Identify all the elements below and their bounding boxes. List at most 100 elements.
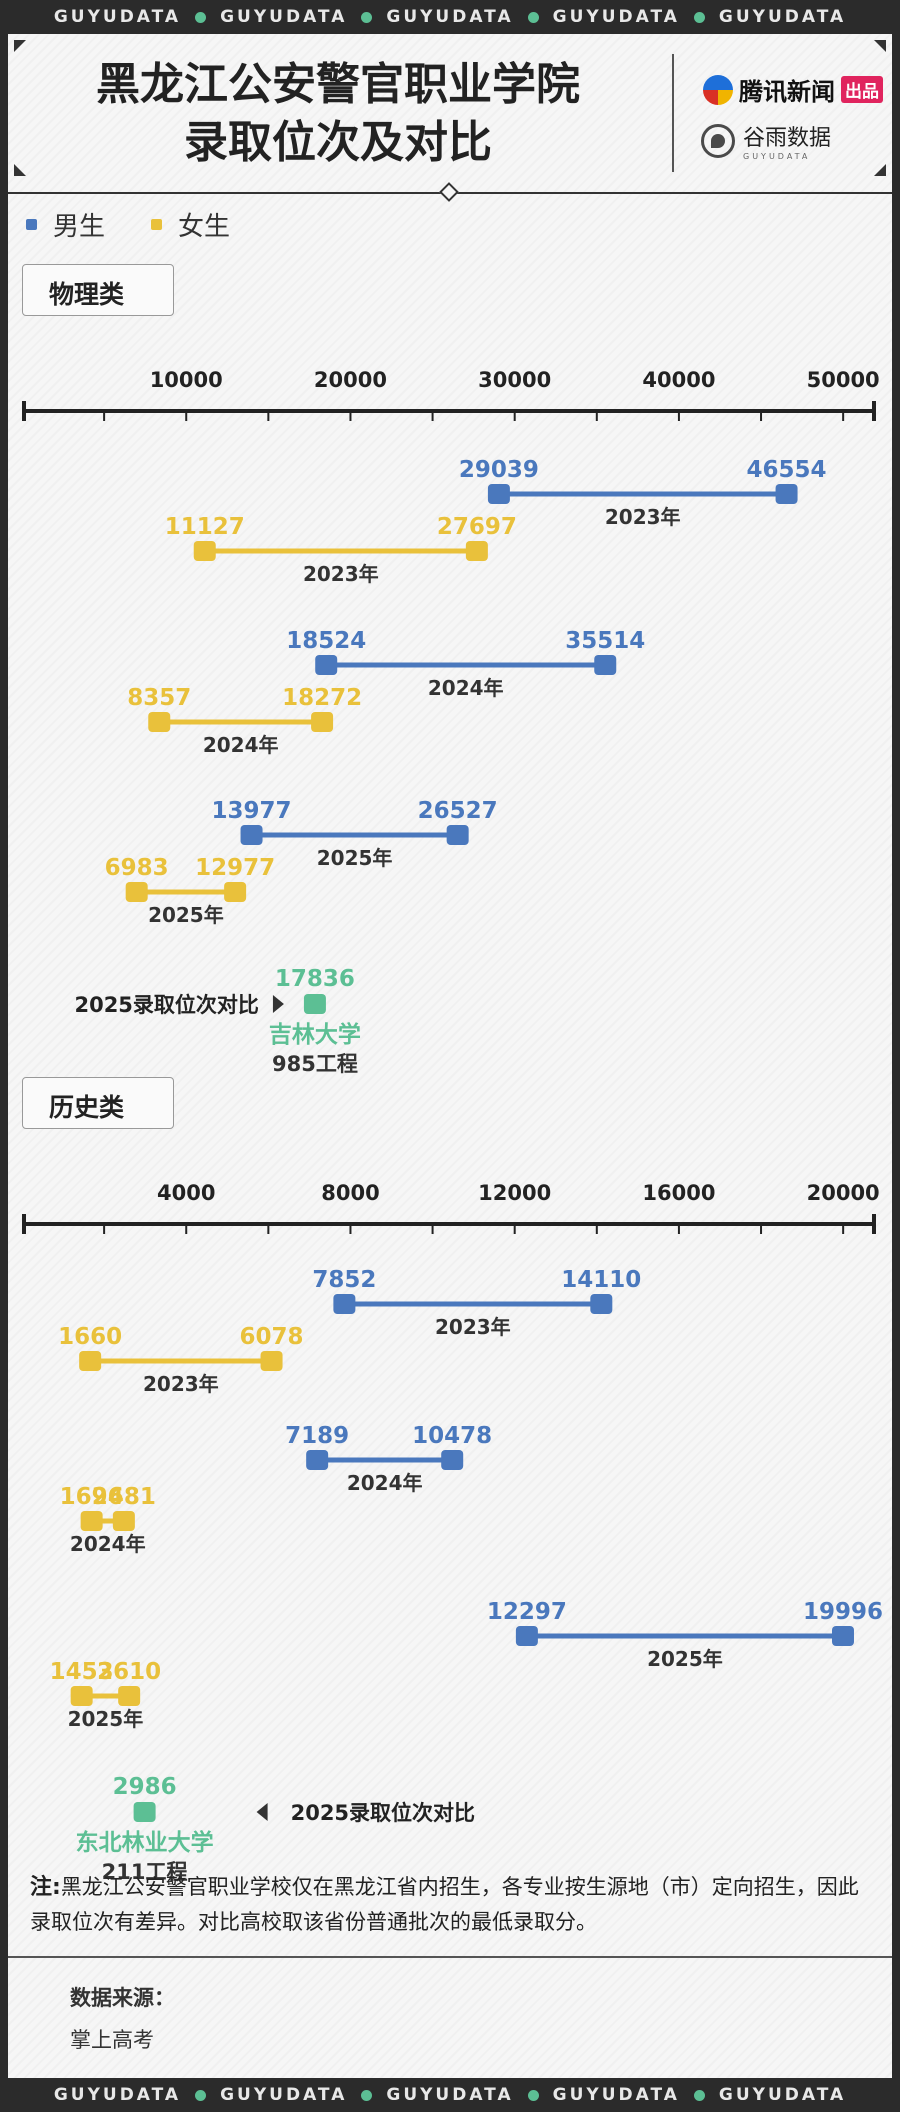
range-min-marker: [193, 541, 216, 561]
strip-word: GUYUDATA: [53, 2085, 182, 2105]
range-max-label: 12977: [195, 855, 275, 881]
guyu-sub: GUYUDATA: [743, 152, 811, 161]
footnote-text: 黑龙江公安警官职业学校仅在黑龙江省内招生，各专业按生源地（市）定向招生，因此录取…: [30, 1875, 859, 1934]
arrow-left-icon: [256, 1803, 268, 1821]
range-year-label: 2025年: [317, 846, 393, 870]
range-max-label: 2481: [92, 1484, 156, 1510]
range-min-marker: [315, 655, 338, 675]
strip-word: GUYUDATA: [552, 7, 680, 27]
legend-label-female: 女生: [178, 212, 231, 242]
range-min-marker: [148, 712, 171, 732]
tick-label: 40000: [642, 368, 715, 392]
range-max-marker: [446, 825, 469, 845]
range-year-label: 2023年: [143, 1372, 219, 1396]
chart-physics: 10000 20000 30000 40000 50000 29039 46554 2023年…: [22, 368, 880, 1076]
range-year-label: 2023年: [605, 505, 681, 529]
strip-dot: [527, 2089, 539, 2101]
tencent-news-name: 腾讯新闻: [739, 78, 835, 106]
tick-label: 8000: [321, 1181, 379, 1205]
range-min-marker: [80, 1511, 103, 1531]
strip-dot: [693, 11, 705, 23]
range-min-label: 13977: [212, 798, 292, 824]
strip-word: GUYUDATA: [386, 2085, 514, 2105]
tick-label: 12000: [478, 1181, 551, 1205]
tick-label: 20000: [807, 1181, 880, 1205]
tick-label: 10000: [150, 368, 223, 392]
tick-label: 16000: [642, 1181, 715, 1205]
strip-word: GUYUDATA: [220, 2085, 348, 2105]
strip-dot: [195, 11, 207, 23]
comparison-title: 2025录取位次对比: [74, 993, 258, 1017]
tick-label: 20000: [314, 368, 387, 392]
tick-label: 4000: [157, 1181, 215, 1205]
comparison-school-label: 吉林大学: [269, 1021, 361, 1048]
corner-mark: [14, 40, 26, 52]
guyu-name: 谷雨数据: [743, 126, 832, 151]
range-min-label: 29039: [459, 457, 539, 483]
diamond-icon: [439, 182, 459, 202]
legend-swatch-female: [151, 219, 163, 230]
range-min-marker: [240, 825, 263, 845]
range-year-label: 2024年: [70, 1532, 146, 1556]
strip-word: GUYUDATA: [220, 7, 348, 27]
legend: 男生 女生: [26, 206, 276, 243]
footnote: 注:黑龙江公安警官职业学校仅在黑龙江省内招生，各专业按生源地（市）定向招生，因此…: [30, 1870, 870, 1939]
range-year-label: 2024年: [203, 733, 279, 757]
range-min-label: 1660: [58, 1324, 122, 1350]
range-min-marker: [487, 484, 510, 504]
range-max-marker: [590, 1294, 613, 1314]
strip-dot: [693, 2089, 705, 2101]
strip-dot: [361, 11, 373, 23]
range-max-marker: [465, 541, 488, 561]
range-year-label: 2024年: [428, 676, 504, 700]
range-max-label: 10478: [412, 1423, 492, 1449]
range-min-label: 8357: [127, 685, 191, 711]
range-min-marker: [125, 882, 148, 902]
header-separator: [672, 54, 674, 172]
range-max-label: 46554: [747, 457, 827, 483]
range-max-marker: [311, 712, 334, 732]
range-max-label: 35514: [565, 628, 645, 654]
comparison-tier-label: 985工程: [272, 1052, 358, 1076]
range-min-label: 6983: [105, 855, 169, 881]
header: 黑龙江公安警官职业学院 录取位次及对比 腾讯新闻 出品 谷雨数据 GUYUDAT…: [8, 34, 892, 182]
range-year-label: 2025年: [68, 1707, 144, 1731]
range-year-label: 2025年: [148, 903, 224, 927]
bottom-brand-strip: GUYUDATA GUYUDATA GUYUDATA GUYUDATA GUYU…: [0, 2078, 900, 2112]
range-max-label: 14110: [561, 1267, 641, 1293]
range-max-label: 26527: [418, 798, 498, 824]
section-label-history: 历史类: [22, 1077, 174, 1129]
range-max-marker: [594, 655, 617, 675]
range-year-label: 2023年: [435, 1315, 511, 1339]
page-title: 黑龙江公安警官职业学院 录取位次及对比: [28, 56, 648, 172]
range-max-marker: [831, 1626, 854, 1646]
guyu-data-brand: 谷雨数据 GUYUDATA: [701, 120, 831, 161]
range-min-label: 7189: [285, 1423, 349, 1449]
source-box: 数据来源： 掌上高考: [8, 1956, 892, 2078]
range-max-label: 6078: [240, 1324, 304, 1350]
arrow-right-icon: [272, 995, 284, 1013]
section-label-physics: 物理类: [22, 264, 174, 316]
range-max-marker: [224, 882, 247, 902]
range-max-label: 18272: [282, 685, 362, 711]
strip-word: GUYUDATA: [53, 7, 182, 27]
comparison-marker: [303, 994, 326, 1014]
range-min-marker: [515, 1626, 538, 1646]
comparison-marker: [133, 1802, 156, 1822]
source-title: 数据来源：: [70, 1986, 175, 2010]
range-max-marker: [260, 1351, 283, 1371]
range-min-label: 1696: [60, 1484, 124, 1510]
legend-swatch-male: [26, 219, 37, 230]
range-max-marker: [775, 484, 798, 504]
range-min-label: 12297: [487, 1599, 567, 1625]
strip-dot: [195, 2089, 207, 2101]
range-min-label: 7852: [312, 1267, 376, 1293]
range-max-marker: [112, 1511, 135, 1531]
chart-history: 4000 8000 12000 16000 20000 7852 14110 2023年 166…: [22, 1181, 883, 1884]
legend-label-male: 男生: [53, 212, 106, 242]
tick-label: 30000: [478, 368, 551, 392]
comparison-tier-label: 211工程: [102, 1860, 188, 1884]
range-max-marker: [441, 1450, 464, 1470]
title-line-2: 录取位次及对比: [184, 117, 492, 168]
range-max-marker: [118, 1686, 141, 1706]
